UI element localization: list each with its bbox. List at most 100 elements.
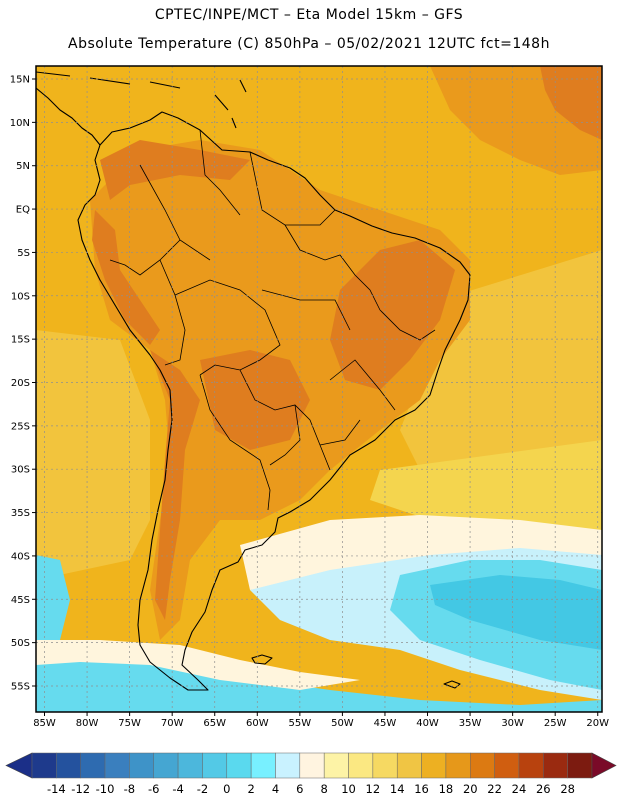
colorbar-label: 8 <box>321 782 328 796</box>
colorbar-label: -2 <box>197 782 208 796</box>
colorbar-label: 18 <box>439 782 454 796</box>
colorbar-segment <box>494 752 520 779</box>
colorbar-label: -4 <box>172 782 183 796</box>
lon-tick-label: 50W <box>331 718 354 729</box>
lat-tick-label: 20S <box>11 378 30 389</box>
lon-tick-label: 70W <box>161 718 184 729</box>
temperature-field <box>36 66 602 712</box>
colorbar-segment <box>372 752 398 779</box>
colorbar-segment <box>80 752 106 779</box>
colorbar-segment <box>153 752 179 779</box>
graticule <box>36 66 602 712</box>
colorbar-label: -14 <box>47 782 66 796</box>
field-coldest-atlantic <box>430 575 602 650</box>
lat-tick-label: 5S <box>17 248 30 259</box>
colorbar-label: 28 <box>560 782 575 796</box>
colorbar-segment <box>348 752 374 779</box>
colorbar-label: -12 <box>71 782 90 796</box>
colorbar-segment <box>56 752 81 779</box>
lat-tick-label: 30S <box>11 465 30 476</box>
lat-tick-label: 50S <box>11 638 30 649</box>
colorbar-segment <box>396 752 422 779</box>
colorbar-label: -10 <box>96 782 115 796</box>
colorbar-label: -8 <box>124 782 135 796</box>
lon-tick-label: 55W <box>289 718 312 729</box>
colorbar-segment <box>275 752 301 779</box>
coastline-layer <box>36 71 471 691</box>
lon-tick-label: 20W <box>586 718 609 729</box>
lon-tick-label: 60W <box>246 718 269 729</box>
colorbar-label: 2 <box>247 782 254 796</box>
lat-tick-label: 45S <box>11 595 30 606</box>
falkland-islands <box>251 654 273 665</box>
colorbar-segment <box>543 752 568 779</box>
colorbar-label: 22 <box>487 782 502 796</box>
latitude-axis: 15N 10N 5N EQ 5S 10S 15S 20S 25S 30S 35S 40S 45S 50S 5… <box>10 75 36 692</box>
colorbar-label: 10 <box>341 782 356 796</box>
lon-tick-label: 25W <box>544 718 567 729</box>
colorbar-segment <box>421 752 447 779</box>
lat-tick-label: 35S <box>11 508 30 519</box>
colorbar-label: -6 <box>148 782 159 796</box>
border-lines <box>109 129 436 511</box>
colorbar-label: 6 <box>296 782 303 796</box>
south-georgia-island <box>443 680 461 689</box>
lat-tick-label: 40S <box>11 551 30 562</box>
lat-tick-label: 10S <box>11 291 30 302</box>
colorbar: -14 -12 -10 -8 -6 -4 -2 0 2 4 6 8 10 12 14 16 18 20 22 24 26… <box>5 752 617 796</box>
lat-tick-label: 15S <box>11 335 30 346</box>
field-hot-brazil <box>330 240 455 390</box>
lon-tick-label: 35W <box>459 718 482 729</box>
colorbar-segment <box>129 752 154 779</box>
colorbar-segment <box>323 752 349 779</box>
lat-tick-label: EQ <box>16 205 30 216</box>
field-hot-andes <box>150 350 200 620</box>
colorbar-segment <box>470 752 495 779</box>
lon-tick-label: 40W <box>416 718 439 729</box>
field-hot-peru-coast <box>92 210 160 345</box>
colorbar-segment <box>518 752 544 779</box>
colorbar-label: 0 <box>223 782 230 796</box>
colorbar-segment <box>250 752 276 779</box>
colorbar-high-arrow <box>591 752 617 779</box>
map-title: CPTEC/INPE/MCT – Eta Model 15km – GFS <box>154 7 464 23</box>
colorbar-label: 16 <box>414 782 429 796</box>
lon-tick-label: 30W <box>501 718 524 729</box>
colorbar-segment <box>177 752 203 779</box>
colorbar-segment <box>104 752 130 779</box>
colorbar-label: 12 <box>366 782 381 796</box>
south-america-coastline <box>77 111 471 691</box>
colorbar-segment <box>226 752 252 779</box>
country-borders <box>109 129 436 511</box>
map-frame <box>35 65 603 713</box>
map-subtitle: Absolute Temperature (C) 850hPa – 05/02/… <box>68 36 550 52</box>
field-tepid-pacific <box>36 330 150 580</box>
colorbar-low-arrow <box>5 752 33 779</box>
colorbar-label: 24 <box>512 782 527 796</box>
lon-tick-label: 45W <box>374 718 397 729</box>
lat-tick-label: 10N <box>10 118 30 129</box>
central-america-coastline <box>36 87 101 146</box>
colorbar-segment <box>567 752 593 779</box>
lat-tick-label: 5N <box>16 161 30 172</box>
lat-tick-label: 15N <box>10 75 30 86</box>
colorbar-segment <box>31 752 57 779</box>
colorbar-label: 4 <box>272 782 279 796</box>
longitude-axis: 85W 80W 75W 70W 65W 60W 55W 50W 45W 40W 35W 30W 25W 2… <box>33 712 609 729</box>
lon-tick-label: 65W <box>203 718 226 729</box>
colorbar-label: 26 <box>536 782 551 796</box>
colorbar-segment <box>445 752 471 779</box>
field-cream-south <box>36 640 360 690</box>
lon-tick-label: 75W <box>118 718 141 729</box>
colorbar-label: 20 <box>463 782 478 796</box>
caribbean-islands <box>36 71 247 129</box>
lat-tick-label: 25S <box>11 421 30 432</box>
colorbar-segment <box>202 752 228 779</box>
lon-tick-label: 80W <box>76 718 99 729</box>
field-hot-venezuela <box>100 140 250 200</box>
lon-tick-label: 85W <box>33 718 56 729</box>
field-hot-ocean-ne <box>540 66 602 140</box>
field-cool-atlantic <box>370 440 602 535</box>
lat-tick-label: 55S <box>11 681 30 692</box>
